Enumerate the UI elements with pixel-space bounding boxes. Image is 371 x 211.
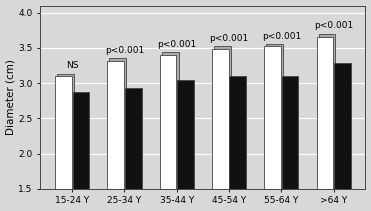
Bar bbox=[264, 46, 281, 189]
Text: p<0.001: p<0.001 bbox=[105, 46, 144, 55]
Bar bbox=[108, 61, 124, 189]
Text: NS: NS bbox=[66, 61, 78, 70]
Bar bbox=[316, 37, 333, 189]
Text: p<0.001: p<0.001 bbox=[209, 34, 249, 43]
Text: p<0.001: p<0.001 bbox=[157, 39, 196, 49]
Bar bbox=[55, 76, 72, 189]
Text: p<0.001: p<0.001 bbox=[314, 21, 353, 30]
Bar bbox=[125, 88, 142, 189]
Bar bbox=[162, 52, 178, 189]
Bar bbox=[109, 58, 126, 189]
Bar bbox=[214, 46, 231, 189]
Bar bbox=[229, 76, 246, 189]
Bar bbox=[177, 80, 194, 189]
Bar bbox=[266, 44, 283, 189]
Y-axis label: Diameter (cm): Diameter (cm) bbox=[6, 59, 16, 135]
Bar bbox=[334, 63, 351, 189]
Bar bbox=[160, 55, 177, 189]
Bar bbox=[282, 76, 298, 189]
Bar bbox=[212, 49, 229, 189]
Bar bbox=[57, 74, 74, 189]
Bar bbox=[319, 34, 335, 189]
Text: p<0.001: p<0.001 bbox=[262, 32, 301, 41]
Bar bbox=[72, 92, 89, 189]
